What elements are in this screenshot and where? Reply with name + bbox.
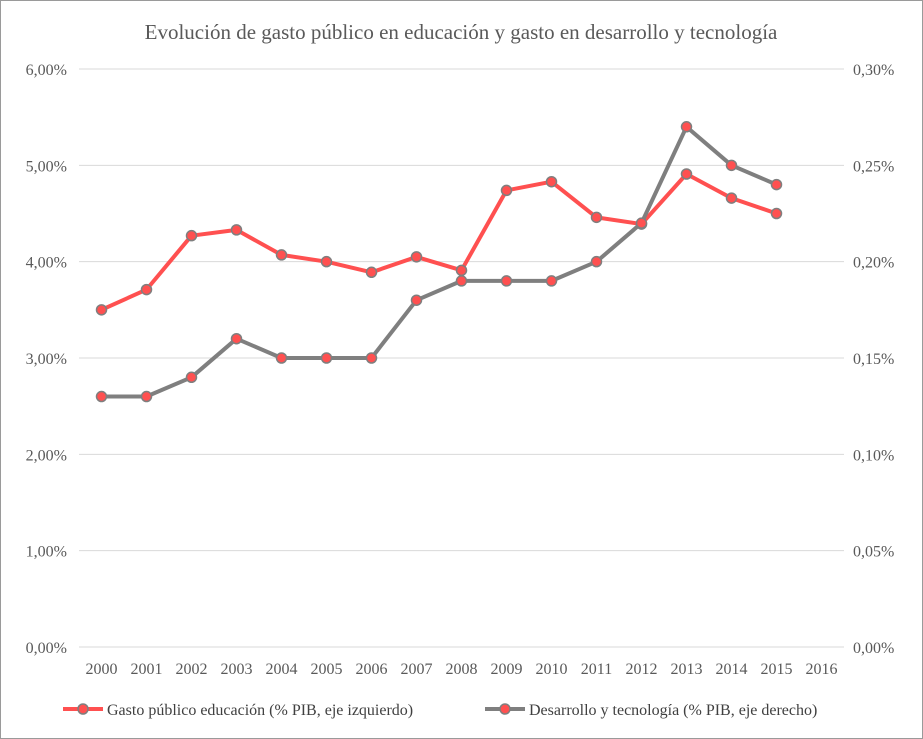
- data-point-1: [320, 352, 333, 364]
- series-line-1: [99, 124, 779, 399]
- data-point-0: [410, 251, 423, 263]
- right-tick-label: 0,25%: [853, 158, 894, 175]
- data-point-0: [365, 266, 378, 279]
- legend-marker-technology: [499, 703, 511, 715]
- left-tick-label: 2,00%: [26, 447, 67, 464]
- right-tick-label: 0,05%: [853, 544, 894, 561]
- legend-item-technology: Desarrollo y tecnología (% PIB, eje dere…: [485, 702, 817, 719]
- legend-label-education: Gasto público educación (% PIB, eje izqu…: [107, 702, 413, 719]
- data-point-1: [725, 159, 738, 172]
- chart-title: Evolución de gasto público en educación …: [145, 20, 778, 44]
- x-tick-label: 2008: [446, 661, 478, 678]
- left-tick-label: 4,00%: [26, 255, 67, 272]
- x-tick-label: 2011: [581, 661, 612, 678]
- data-point-0: [95, 304, 108, 316]
- data-point-0: [545, 175, 558, 188]
- data-point-0: [500, 184, 513, 197]
- legend-marker-education: [77, 703, 89, 715]
- x-tick-label: 2003: [221, 661, 253, 678]
- data-point-1: [500, 275, 513, 287]
- data-point-1: [545, 275, 558, 287]
- x-tick-label: 2005: [311, 661, 343, 678]
- data-point-1: [365, 352, 378, 364]
- data-point-1: [140, 390, 153, 403]
- left-tick-label: 5,00%: [26, 158, 67, 175]
- data-point-0: [275, 249, 288, 261]
- x-tick-label: 2015: [761, 661, 793, 678]
- left-axis: 0,00% 1,00% 2,00% 3,00% 4,00% 5,00% 6,00%: [26, 62, 67, 657]
- x-tick-label: 2013: [671, 661, 703, 678]
- right-tick-label: 0,00%: [853, 640, 894, 657]
- x-tick-label: 2007: [401, 661, 433, 678]
- x-tick-label: 2001: [131, 661, 163, 678]
- x-tick-label: 2002: [176, 661, 208, 678]
- right-axis: 0,00% 0,05% 0,10% 0,15% 0,20% 0,25% 0,30%: [853, 62, 894, 657]
- right-tick-label: 0,10%: [853, 447, 894, 464]
- gridlines: [79, 68, 844, 648]
- data-point-0: [185, 229, 198, 242]
- series-line-0: [99, 172, 779, 312]
- x-tick-label: 2000: [86, 661, 118, 678]
- data-point-0: [140, 283, 153, 296]
- data-point-0: [680, 168, 693, 180]
- data-point-1: [770, 178, 783, 191]
- legend: Gasto público educación (% PIB, eje izqu…: [63, 702, 817, 719]
- data-point-1: [230, 332, 243, 345]
- right-tick-label: 0,30%: [853, 62, 894, 79]
- data-point-1: [275, 352, 288, 364]
- x-tick-label: 2006: [356, 661, 388, 678]
- x-tick-label: 2004: [266, 661, 298, 678]
- right-tick-label: 0,20%: [853, 255, 894, 272]
- legend-item-education: Gasto público educación (% PIB, eje izqu…: [63, 702, 413, 719]
- left-tick-label: 1,00%: [26, 544, 67, 561]
- right-tick-label: 0,15%: [853, 351, 894, 368]
- data-point-1: [590, 255, 603, 268]
- x-tick-label: 2010: [536, 661, 568, 678]
- data-point-1: [410, 294, 423, 306]
- x-axis: 2000 2001 2002 2003 2004 2005 2006 2007 2008 2009…: [79, 646, 844, 678]
- series-layer: [95, 121, 783, 403]
- data-point-0: [320, 255, 333, 268]
- data-point-0: [725, 192, 738, 204]
- data-point-1: [95, 390, 108, 403]
- data-point-1: [680, 121, 693, 133]
- x-tick-label: 2009: [491, 661, 523, 678]
- data-point-0: [590, 211, 603, 224]
- data-point-0: [230, 224, 243, 236]
- data-point-1: [455, 275, 468, 287]
- data-point-0: [455, 264, 468, 277]
- left-tick-label: 6,00%: [26, 62, 67, 79]
- left-tick-label: 3,00%: [26, 351, 67, 368]
- data-point-1: [635, 217, 648, 229]
- legend-label-technology: Desarrollo y tecnología (% PIB, eje dere…: [529, 702, 817, 719]
- left-tick-label: 0,00%: [26, 640, 67, 657]
- data-point-1: [185, 371, 198, 384]
- x-tick-label: 2014: [716, 661, 748, 678]
- x-tick-label: 2016: [806, 661, 838, 678]
- data-point-0: [770, 207, 783, 220]
- x-tick-label: 2012: [626, 661, 658, 678]
